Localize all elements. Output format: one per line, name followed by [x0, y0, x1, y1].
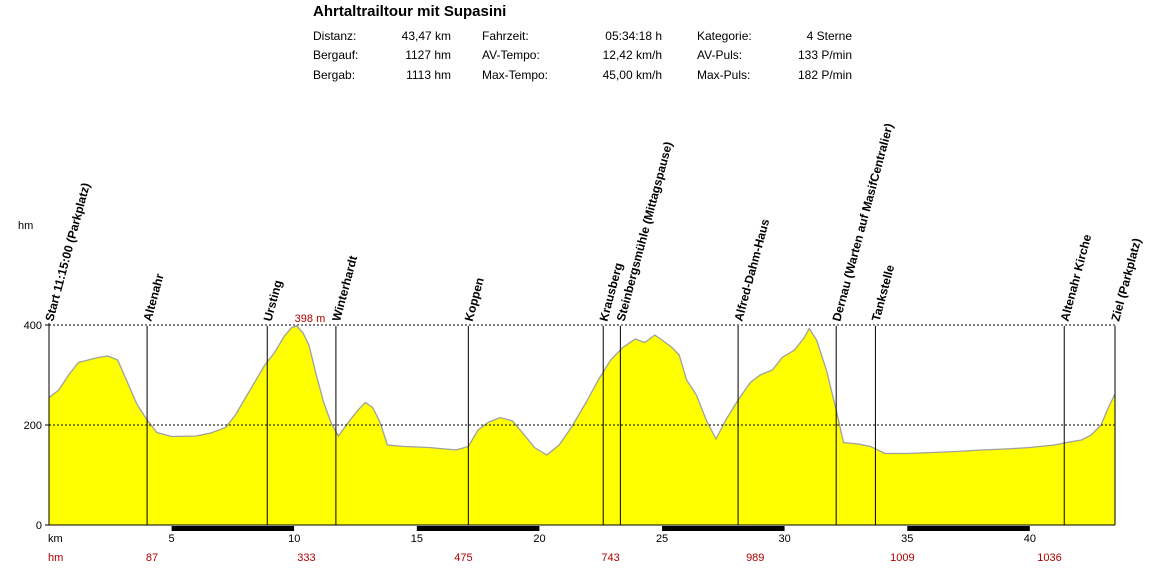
cumulative-ascent-value: 1036: [1037, 552, 1061, 564]
max-elevation-label: 398 m: [295, 313, 326, 325]
cumulative-label: hm: [48, 552, 63, 564]
stat-value: 1127 hm: [405, 48, 451, 62]
waypoint-label: Start 11:15:00 (Parkplatz): [42, 181, 92, 322]
scale-bar-segment: [416, 526, 540, 531]
stat-label: Bergauf:: [313, 48, 359, 62]
stat-label: Distanz:: [313, 29, 357, 43]
stat-value: 45,00 km/h: [602, 68, 662, 82]
stat-label: Kategorie:: [697, 29, 752, 43]
x-tick-label: 20: [533, 533, 545, 545]
stat-value: 133 P/min: [797, 48, 852, 62]
chart-title: Ahrtaltrailtour mit Supasini: [313, 3, 507, 20]
stat-label: Max-Tempo:: [482, 68, 549, 82]
x-tick-label: 35: [901, 533, 913, 545]
y-tick-label: 200: [24, 420, 42, 432]
waypoint-label: Altenahr: [140, 272, 166, 323]
stat-label: Max-Puls:: [697, 68, 751, 82]
stat-value: 05:34:18 h: [605, 29, 662, 43]
stat-label: AV-Tempo:: [482, 48, 540, 62]
y-axis-label: hm: [18, 220, 33, 232]
cumulative-ascent-value: 989: [746, 552, 764, 564]
cumulative-ascent-value: 743: [601, 552, 619, 564]
y-tick-label: 400: [24, 320, 42, 332]
waypoint-label: Alfred-Dahm-Haus: [731, 217, 772, 323]
cumulative-ascent-value: 87: [146, 552, 158, 564]
stat-value: 43,47 km: [401, 29, 451, 43]
waypoint-label: Ziel (Parkplatz): [1108, 237, 1144, 323]
cumulative-ascent-value: 475: [454, 552, 472, 564]
cumulative-ascent-value: 333: [297, 552, 315, 564]
elevation-line: [48, 325, 1116, 456]
waypoint-label: Steinbergsmühle (Mittagspause): [614, 140, 676, 323]
stat-value: 12,42 km/h: [602, 48, 662, 62]
stat-label: AV-Puls:: [697, 48, 743, 62]
stat-label: Fahrzeit:: [482, 29, 529, 43]
x-tick-label: 15: [411, 533, 423, 545]
stat-value: 1113 hm: [406, 68, 451, 82]
stat-value: 4 Sterne: [806, 29, 852, 43]
stat-label: Bergab:: [313, 68, 356, 82]
waypoint-label: Altenahr Kirche: [1058, 233, 1095, 323]
scale-bar-segment: [907, 526, 1030, 531]
stat-value: 182 P/min: [797, 68, 852, 82]
waypoint-label: Winterhardt: [329, 254, 360, 323]
x-tick-label: 30: [779, 533, 791, 545]
y-tick-label: 0: [36, 520, 42, 532]
scale-bar-segment: [539, 526, 663, 531]
x-tick-label: 25: [656, 533, 668, 545]
waypoint-label: Koppen: [462, 276, 487, 323]
x-tick-label: 40: [1024, 533, 1036, 545]
waypoint-label: Ursting: [261, 279, 285, 323]
scale-bar-segment: [1029, 526, 1115, 531]
scale-bar-segment: [662, 526, 785, 531]
scale-bar-segment: [294, 526, 417, 531]
x-tick-label: 5: [169, 533, 175, 545]
scale-bar-segment: [784, 526, 908, 531]
waypoint-label: Tankstelle: [869, 263, 898, 323]
x-axis-label: km: [48, 533, 63, 545]
x-tick-label: 10: [288, 533, 300, 545]
cumulative-ascent-value: 1009: [890, 552, 914, 564]
scale-bar-segment: [171, 526, 295, 531]
scale-bar-segment: [49, 526, 172, 531]
